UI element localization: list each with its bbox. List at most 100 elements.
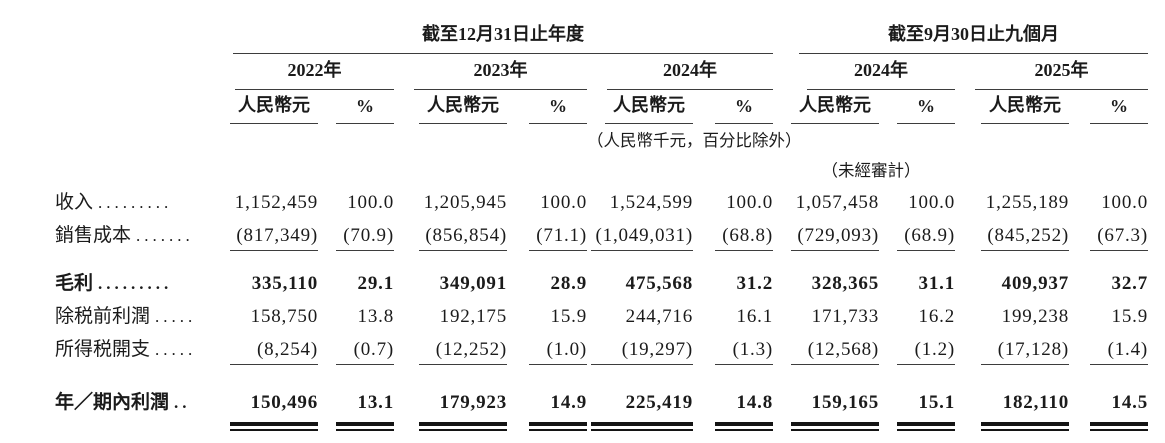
column-header-percent: %	[1090, 96, 1148, 124]
year-header-2025-9m: 2025年	[975, 56, 1148, 90]
cell-value: 349,091	[439, 273, 507, 294]
rule-line	[897, 364, 955, 365]
double-rule-line	[897, 422, 955, 431]
row-label: 年／期內利潤	[55, 392, 170, 413]
cell-value: 244,716	[625, 306, 693, 327]
rule-line	[419, 250, 507, 251]
table-row-gross-profit: 毛利......... 335,110 29.1 349,091 28.9 47…	[55, 262, 1148, 295]
rule-line	[715, 364, 773, 365]
row-label: 所得税開支	[55, 339, 151, 360]
rule-line	[715, 250, 773, 251]
cell-value: (856,854)	[425, 225, 507, 246]
cell-value: 100.0	[726, 192, 773, 213]
column-header-percent: %	[529, 96, 587, 124]
cell-value: 13.1	[357, 392, 394, 413]
year-header-2024-9m: 2024年	[807, 56, 955, 90]
cell-value: 31.1	[918, 273, 955, 294]
cell-value: 335,110	[251, 273, 318, 294]
cell-value: (19,297)	[621, 339, 693, 360]
rule-line	[230, 250, 318, 251]
cell-value: (817,349)	[236, 225, 318, 246]
rule-line	[981, 250, 1069, 251]
rule-line	[791, 364, 879, 365]
year-header-2023: 2023年	[414, 56, 587, 90]
cell-value: 100.0	[1101, 192, 1148, 213]
cell-value: 100.0	[347, 192, 394, 213]
year-header-2022: 2022年	[235, 56, 394, 90]
cell-value: (1,049,031)	[595, 225, 693, 246]
cell-value: 15.9	[550, 306, 587, 327]
dot-leader: .....	[155, 307, 197, 326]
dot-leader: .........	[98, 193, 173, 212]
column-header-currency: 人民幣元	[981, 91, 1069, 124]
double-rule-line	[591, 422, 693, 431]
rule-line	[897, 250, 955, 251]
cell-value: 1,205,945	[423, 192, 507, 213]
cell-value: 32.7	[1111, 273, 1148, 294]
cell-value: 150,496	[250, 392, 318, 413]
cell-value: (8,254)	[256, 339, 318, 360]
cell-value: 15.9	[1111, 306, 1148, 327]
rule-line	[1090, 364, 1148, 365]
unaudited-note: （未經審計）	[821, 161, 921, 180]
table-row-profit-before-tax: 除税前利潤..... 158,750 13.8 192,175 15.9 244…	[55, 295, 1148, 328]
cell-value: (1.0)	[546, 339, 587, 360]
cell-value: 31.2	[736, 273, 773, 294]
cell-value: 14.5	[1111, 392, 1148, 413]
cell-value: 1,152,459	[234, 192, 318, 213]
financial-summary-table: 截至12月31日止年度 截至9月30日止九個月 2022年 2023年 2024…	[55, 12, 1148, 436]
cell-value: (68.9)	[904, 225, 955, 246]
cell-value: 28.9	[550, 273, 587, 294]
dot-leader: .........	[98, 274, 173, 293]
column-header-percent: %	[336, 96, 394, 124]
cell-value: 16.1	[736, 306, 773, 327]
table-row-income-tax-expense: 所得税開支..... (8,254) (0.7) (12,252) (1.0) …	[55, 328, 1148, 361]
cell-value: 225,419	[625, 392, 693, 413]
double-rule-line	[715, 422, 773, 431]
cell-value: 179,923	[439, 392, 507, 413]
rule-line	[529, 364, 587, 365]
cell-value: 15.1	[918, 392, 955, 413]
rule-line	[791, 250, 879, 251]
cell-value: 1,057,458	[795, 192, 879, 213]
period-group-header-nine-months: 截至9月30日止九個月	[799, 20, 1148, 54]
cell-value: 192,175	[439, 306, 507, 327]
column-header-row: 人民幣元 % 人民幣元 % 人民幣元 % 人民幣元 % 人民幣元 %	[55, 90, 1148, 124]
units-note-row: （人民幣千元，百分比除外）	[55, 124, 1148, 151]
cell-value: (67.3)	[1097, 225, 1148, 246]
cell-value: 13.8	[357, 306, 394, 327]
column-header-currency: 人民幣元	[419, 91, 507, 124]
rule-line	[591, 364, 693, 365]
row-label: 收入	[55, 192, 94, 213]
unaudited-note-row: （未經審計）	[55, 151, 1148, 181]
subtotal-rule-row	[55, 247, 1148, 262]
column-header-percent: %	[715, 96, 773, 124]
double-rule-line	[336, 422, 394, 431]
dot-leader: ..	[174, 393, 191, 412]
cell-value: (12,252)	[435, 339, 507, 360]
row-label: 除税前利潤	[55, 306, 151, 327]
cell-value: 100.0	[908, 192, 955, 213]
cell-value: 100.0	[540, 192, 587, 213]
period-group-header-annual: 截至12月31日止年度	[233, 20, 773, 54]
cell-value: 182,110	[1002, 392, 1069, 413]
cell-value: 14.9	[550, 392, 587, 413]
period-group-row: 截至12月31日止年度 截至9月30日止九個月	[55, 12, 1148, 54]
cell-value: (17,128)	[997, 339, 1069, 360]
table-row-revenue: 收入......... 1,152,459 100.0 1,205,945 10…	[55, 181, 1148, 214]
year-header-row: 2022年 2023年 2024年 2024年 2025年	[55, 54, 1148, 90]
rule-line	[981, 364, 1069, 365]
double-rule-line	[981, 422, 1069, 431]
cell-value: 409,937	[1001, 273, 1069, 294]
rule-line	[1090, 250, 1148, 251]
cell-value: (1.3)	[732, 339, 773, 360]
cell-value: 14.8	[736, 392, 773, 413]
cell-value: 1,255,189	[985, 192, 1069, 213]
double-rule-line	[419, 422, 507, 431]
cell-value: (12,568)	[807, 339, 879, 360]
cell-value: 158,750	[250, 306, 318, 327]
cell-value: 199,238	[1001, 306, 1069, 327]
year-header-2024: 2024年	[607, 56, 773, 90]
cell-value: (845,252)	[987, 225, 1069, 246]
